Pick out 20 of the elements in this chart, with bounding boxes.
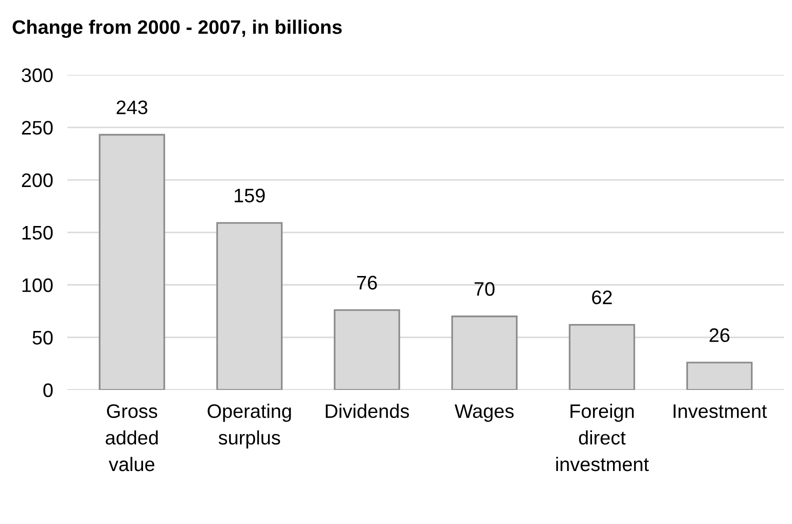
- data-label: 70: [474, 282, 495, 296]
- data-label: 159: [234, 188, 265, 202]
- y-tick-label: 250: [22, 120, 53, 135]
- y-tick-label: 200: [22, 173, 53, 188]
- data-label: 76: [357, 276, 377, 290]
- data-label: 62: [592, 290, 612, 304]
- data-label: 26: [710, 328, 730, 342]
- x-tick-label: Operating surplus: [208, 404, 291, 448]
- x-tick-label: Investment: [674, 404, 767, 418]
- x-tick-label: Gross added value: [106, 404, 158, 472]
- y-tick-label: 0: [43, 383, 53, 398]
- y-tick-label: 300: [22, 68, 53, 82]
- x-tick-label: Foreign direct investment: [556, 404, 649, 472]
- y-tick-label: 150: [22, 226, 53, 240]
- x-tick-label: Dividends: [326, 404, 409, 418]
- data-label: 243: [116, 100, 148, 114]
- y-tick-label: 100: [22, 278, 53, 292]
- chart-title: Change from 2000 - 2007, in billions: [12, 20, 342, 38]
- y-tick-label: 50: [32, 330, 53, 345]
- x-tick-label: Wages: [454, 404, 514, 422]
